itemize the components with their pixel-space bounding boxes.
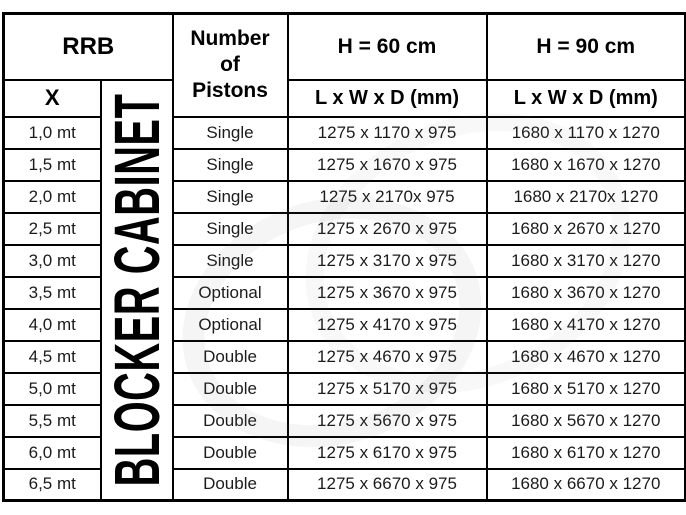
row-dims90-cell: 1680 x 6670 x 1270 bbox=[485, 467, 686, 502]
x-header-cell: X bbox=[2, 78, 102, 118]
row-dims60-cell: 1275 x 4670 x 975 bbox=[286, 339, 488, 374]
table-row: 6,5 mt Double 1275 x 6670 x 975 1680 x 6670… bbox=[2, 467, 686, 502]
row-dims90-cell: 1680 x 4170 x 1270 bbox=[485, 307, 686, 342]
blocker-cabinet-vertical-label: BLOCKER CABINET bbox=[100, 93, 173, 487]
row-length-cell: 4,0 mt bbox=[2, 307, 102, 342]
row-pistons-cell: Single bbox=[171, 243, 289, 278]
row-pistons-cell: Double bbox=[171, 403, 289, 438]
table-row: 4,0 mt Optional 1275 x 4170 x 975 1680 x 41… bbox=[2, 307, 686, 342]
dims60-header-cell: L x W x D (mm) bbox=[286, 78, 488, 118]
row-length-cell: 5,5 mt bbox=[2, 403, 102, 438]
row-pistons-cell: Single bbox=[171, 179, 289, 214]
row-pistons-cell: Single bbox=[171, 147, 289, 182]
blocker-cabinet-cell: BLOCKER CABINET bbox=[99, 78, 174, 502]
row-dims90-cell: 1680 x 2170x 1270 bbox=[485, 179, 686, 214]
row-dims60-cell: 1275 x 2670 x 975 bbox=[286, 211, 488, 246]
row-dims60-cell: 1275 x 3670 x 975 bbox=[286, 275, 488, 310]
row-pistons-cell: Double bbox=[171, 435, 289, 470]
row-pistons-cell: Double bbox=[171, 371, 289, 406]
row-length-cell: 4,5 mt bbox=[2, 339, 102, 374]
row-length-cell: 5,0 mt bbox=[2, 371, 102, 406]
pistons-header-cell: Number of Pistons bbox=[171, 12, 289, 118]
rrb-header-cell: RRB bbox=[2, 12, 174, 81]
row-dims90-cell: 1680 x 3670 x 1270 bbox=[485, 275, 686, 310]
h60-header-cell: H = 60 cm bbox=[286, 12, 488, 81]
row-dims90-cell: 1680 x 2670 x 1270 bbox=[485, 211, 686, 246]
row-pistons-cell: Double bbox=[171, 339, 289, 374]
table-row: 5,5 mt Double 1275 x 5670 x 975 1680 x 5670… bbox=[2, 403, 686, 438]
row-length-cell: 3,0 mt bbox=[2, 243, 102, 278]
row-dims60-cell: 1275 x 4170 x 975 bbox=[286, 307, 488, 342]
table-row: 1,5 mt Single 1275 x 1670 x 975 1680 x 1670… bbox=[2, 147, 686, 182]
header-row-2: X BLOCKER CABINET L x W x D (mm) L x W x… bbox=[2, 78, 686, 502]
row-dims60-cell: 1275 x 6670 x 975 bbox=[286, 467, 488, 502]
row-pistons-cell: Single bbox=[171, 211, 289, 246]
row-dims60-cell: 1275 x 1170 x 975 bbox=[286, 115, 488, 150]
row-dims60-cell: 1275 x 5170 x 975 bbox=[286, 371, 488, 406]
row-length-cell: 1,0 mt bbox=[2, 115, 102, 150]
table-row: 2,5 mt Single 1275 x 2670 x 975 1680 x 2670… bbox=[2, 211, 686, 246]
row-dims90-cell: 1680 x 1670 x 1270 bbox=[485, 147, 686, 182]
row-dims90-cell: 1680 x 5170 x 1270 bbox=[485, 371, 686, 406]
row-length-cell: 6,0 mt bbox=[2, 435, 102, 470]
row-pistons-cell: Single bbox=[171, 115, 289, 150]
row-dims60-cell: 1275 x 2170x 975 bbox=[286, 179, 488, 214]
row-length-cell: 2,5 mt bbox=[2, 211, 102, 246]
table-row: 1,0 mt Single 1275 x 1170 x 975 1680 x 1170… bbox=[2, 115, 686, 150]
row-pistons-cell: Double bbox=[171, 467, 289, 502]
row-length-cell: 6,5 mt bbox=[2, 467, 102, 502]
table-row: 2,0 mt Single 1275 x 2170x 975 1680 x 2170x… bbox=[2, 179, 686, 214]
row-pistons-cell: Optional bbox=[171, 275, 289, 310]
h90-header-cell: H = 90 cm bbox=[485, 12, 686, 81]
row-dims90-cell: 1680 x 4670 x 1270 bbox=[485, 339, 686, 374]
row-dims90-cell: 1680 x 3170 x 1270 bbox=[485, 243, 686, 278]
row-dims90-cell: 1680 x 6170 x 1270 bbox=[485, 435, 686, 470]
dims90-header-cell: L x W x D (mm) bbox=[485, 78, 686, 118]
row-dims60-cell: 1275 x 3170 x 975 bbox=[286, 243, 488, 278]
table-row: 4,5 mt Double 1275 x 4670 x 975 1680 x 4670… bbox=[2, 339, 686, 374]
table-row: 6,0 mt Double 1275 x 6170 x 975 1680 x 6170… bbox=[2, 435, 686, 470]
row-pistons-cell: Optional bbox=[171, 307, 289, 342]
row-dims60-cell: 1275 x 6170 x 975 bbox=[286, 435, 488, 470]
table-row: 3,5 mt Optional 1275 x 3670 x 975 1680 x 36… bbox=[2, 275, 686, 310]
row-length-cell: 1,5 mt bbox=[2, 147, 102, 182]
blocker-cabinet-spec-table: RRB Number of Pistons H = 60 cm H = 90 c… bbox=[2, 12, 686, 502]
row-length-cell: 2,0 mt bbox=[2, 179, 102, 214]
table-row: 5,0 mt Double 1275 x 5170 x 975 1680 x 5170… bbox=[2, 371, 686, 406]
row-dims60-cell: 1275 x 1670 x 975 bbox=[286, 147, 488, 182]
row-dims90-cell: 1680 x 5670 x 1270 bbox=[485, 403, 686, 438]
header-row-1: RRB Number of Pistons H = 60 cm H = 90 c… bbox=[2, 12, 686, 118]
row-dims60-cell: 1275 x 5670 x 975 bbox=[286, 403, 488, 438]
pistons-header-label: Number of Pistons bbox=[190, 26, 270, 103]
table-row: 3,0 mt Single 1275 x 3170 x 975 1680 x 3170… bbox=[2, 243, 686, 278]
row-length-cell: 3,5 mt bbox=[2, 275, 102, 310]
row-dims90-cell: 1680 x 1170 x 1270 bbox=[485, 115, 686, 150]
